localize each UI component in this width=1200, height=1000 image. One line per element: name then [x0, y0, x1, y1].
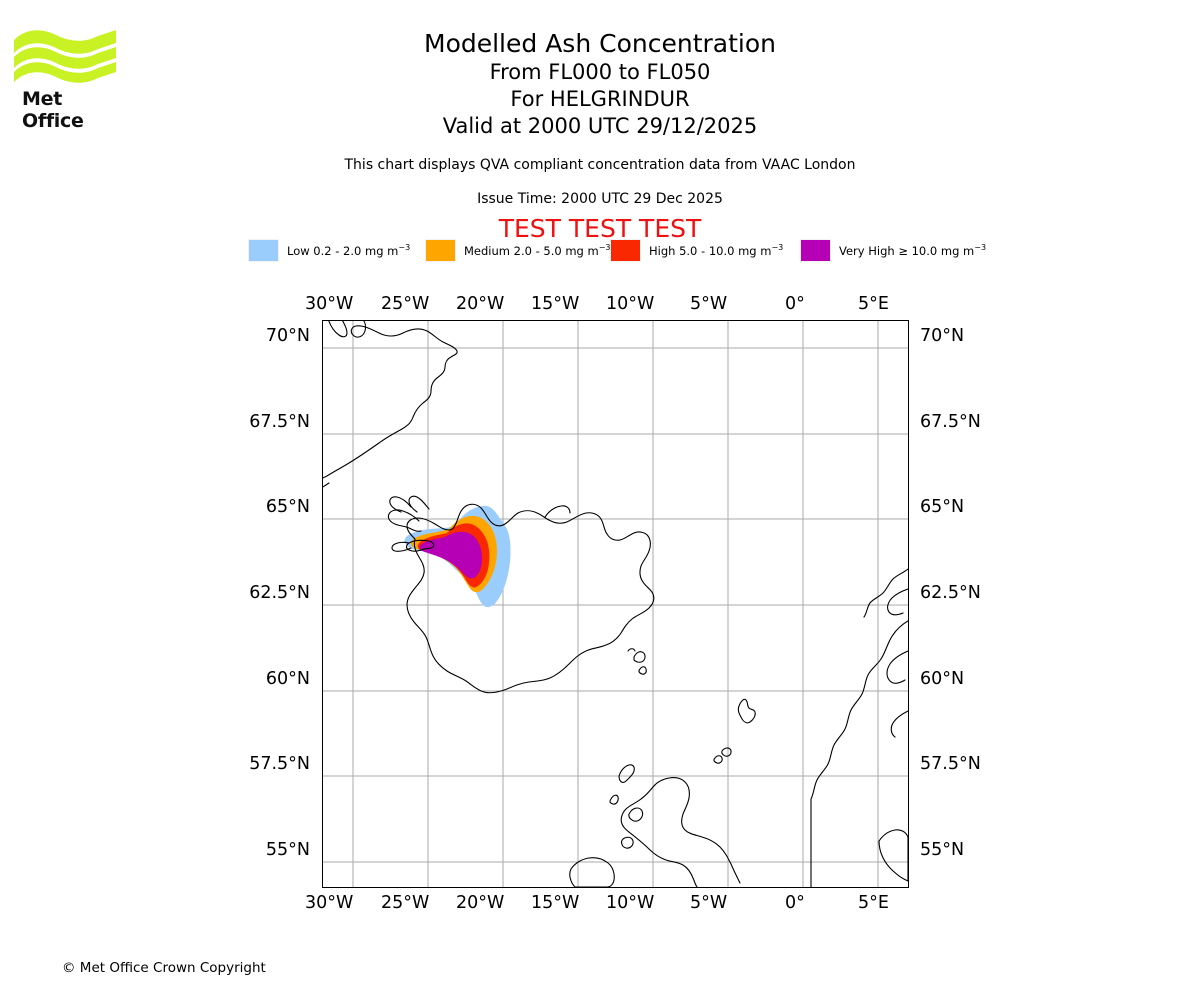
coastline-denmark-jutland [878, 829, 908, 882]
lon-tick-bottom-5W: 5°W [690, 893, 728, 913]
coastline-outer-hebrides [618, 764, 635, 783]
lat-tick-left-67.5N: 67.5°N [249, 412, 310, 432]
coastline-norway-fjord-3 [890, 710, 908, 738]
coastline-skye [628, 807, 644, 822]
coastline-scotland [620, 777, 741, 887]
lat-tick-left-57.5N: 57.5°N [249, 754, 310, 774]
coastline-westfjords-2 [389, 496, 412, 513]
legend-item-low: Low 0.2 - 2.0 mg m−3 [248, 238, 410, 262]
legend-label-very-high: Very High ≥ 10.0 mg m−3 [839, 242, 987, 258]
ash-plume-contours [404, 505, 511, 608]
lat-tick-left-70N: 70°N [265, 326, 310, 346]
lat-tick-left-65N: 65°N [265, 497, 310, 517]
legend-label-low: Low 0.2 - 2.0 mg m−3 [287, 242, 411, 258]
coastline-ireland [569, 857, 615, 887]
coastline-norway [810, 568, 908, 887]
legend-label-medium: Medium 2.0 - 5.0 mg m−3 [464, 242, 611, 258]
page-title: Modelled Ash Concentration [424, 29, 776, 58]
lon-tick-top-15W: 15°W [531, 294, 580, 314]
coastline-shetland [737, 698, 756, 724]
legend-swatch-high [610, 238, 641, 262]
volcano-name: For HELGRINDUR [510, 87, 690, 111]
lat-tick-left-60N: 60°N [265, 669, 310, 689]
lon-tick-top-20W: 20°W [456, 294, 505, 314]
coastline-norway-fjord-2 [886, 650, 908, 684]
lon-tick-top-5W: 5°W [690, 294, 728, 314]
flight-level-range: From FL000 to FL050 [489, 60, 711, 84]
map-plot-area[interactable] [322, 320, 909, 888]
coastline-greenland [323, 321, 458, 488]
plume-very-high-contour [419, 531, 482, 579]
test-banner: TEST TEST TEST [498, 214, 702, 243]
legend-swatch-low [248, 238, 279, 262]
lon-tick-bottom-10W: 10°W [606, 893, 655, 913]
coastline-westfjords-3 [408, 495, 430, 513]
coastline-faroes-3 [627, 648, 636, 652]
coastline-greenland-inlet [328, 321, 348, 338]
legend-item-medium: Medium 2.0 - 5.0 mg m−3 [425, 238, 611, 262]
lon-tick-bottom-20W: 20°W [456, 893, 505, 913]
coastline-snaefellsnes [391, 541, 412, 552]
met-office-wordmark: Met Office [22, 88, 84, 132]
coastline-norway-fjord-1 [887, 588, 908, 616]
lat-tick-right-62.5N: 62.5°N [920, 583, 981, 603]
lat-tick-right-70N: 70°N [920, 326, 965, 346]
legend-item-very-high: Very High ≥ 10.0 mg m−3 [800, 238, 986, 262]
lon-tick-top-5E: 5°E [858, 294, 889, 314]
coastline-iceland-ne [544, 505, 571, 518]
legend-item-high: High 5.0 - 10.0 mg m−3 [610, 238, 783, 262]
lon-tick-top-25W: 25°W [381, 294, 430, 314]
lon-tick-top-30W: 30°W [305, 294, 354, 314]
qva-note: This chart displays QVA compliant concen… [344, 157, 856, 173]
coastline-orkney [721, 747, 732, 757]
graticule-grid [323, 321, 908, 887]
met-office-wave-icon [14, 30, 116, 83]
coastline-orkney-2 [713, 755, 723, 764]
chart-title-block: Modelled Ash Concentration From FL000 to… [0, 28, 1200, 140]
lon-tick-bottom-0: 0° [785, 893, 805, 913]
lat-tick-right-60N: 60°N [920, 669, 965, 689]
coastline-outer-hebrides-2 [609, 794, 619, 805]
lon-tick-top-0: 0° [785, 294, 805, 314]
lon-tick-bottom-25W: 25°W [381, 893, 430, 913]
coastline-mull [621, 836, 634, 849]
lat-tick-right-67.5N: 67.5°N [920, 412, 981, 432]
lat-tick-left-55N: 55°N [265, 840, 310, 860]
lat-tick-left-62.5N: 62.5°N [249, 583, 310, 603]
map-svg [323, 321, 908, 887]
coastline-faroes [633, 651, 646, 663]
concentration-legend: Low 0.2 - 2.0 mg m−3 Medium 2.0 - 5.0 mg… [248, 238, 988, 262]
issue-time: Issue Time: 2000 UTC 29 Dec 2025 [477, 191, 723, 207]
legend-label-high: High 5.0 - 10.0 mg m−3 [649, 242, 784, 258]
lon-tick-bottom-30W: 30°W [305, 893, 354, 913]
lon-tick-top-10W: 10°W [606, 294, 655, 314]
lon-tick-bottom-5E: 5°E [858, 893, 889, 913]
coastline-westfjords [387, 509, 422, 532]
copyright-notice: © Met Office Crown Copyright [62, 960, 266, 976]
legend-swatch-medium [425, 238, 456, 262]
valid-time: Valid at 2000 UTC 29/12/2025 [442, 114, 758, 138]
lon-tick-bottom-15W: 15°W [531, 893, 580, 913]
met-office-logo: Met Office [12, 26, 122, 132]
coastline-iceland-main [406, 503, 655, 694]
coastline-faroes-2 [638, 666, 647, 675]
lat-tick-right-65N: 65°N [920, 497, 965, 517]
coastline-iceland [406, 539, 435, 552]
coastlines [323, 321, 908, 887]
lat-tick-right-55N: 55°N [920, 840, 965, 860]
legend-swatch-very-high [800, 238, 831, 262]
lat-tick-right-57.5N: 57.5°N [920, 754, 981, 774]
